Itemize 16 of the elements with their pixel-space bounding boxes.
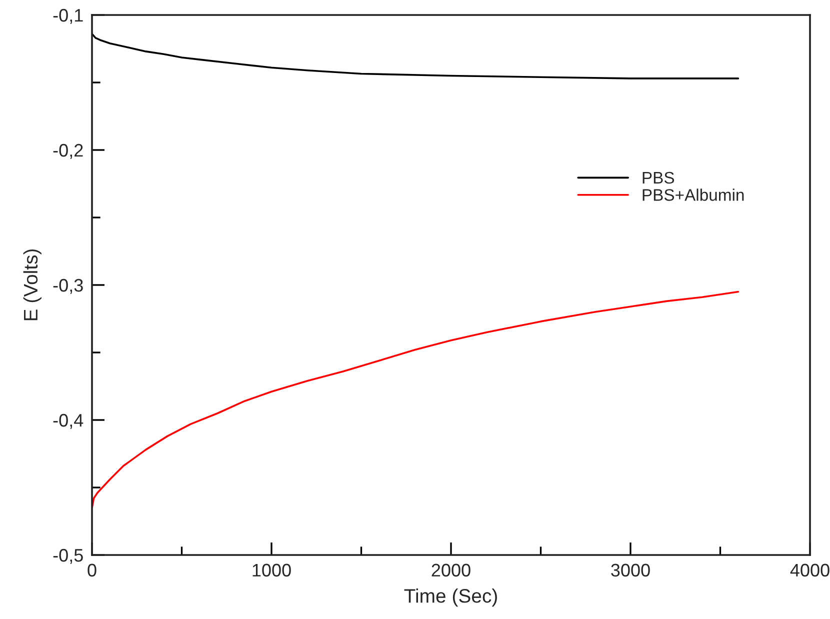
legend-label: PBS+Albumin	[642, 188, 744, 201]
legend-label: PBS	[642, 172, 674, 184]
x-tick-label: 0	[88, 564, 96, 577]
y-tick-label: -0,5	[53, 548, 83, 564]
y-tick-label: -0,3	[53, 278, 83, 294]
x-tick-label: 3000	[611, 564, 650, 577]
x-tick-label: 2000	[432, 564, 470, 577]
x-axis-title: Time (Sec)	[404, 588, 497, 607]
line-series	[92, 32, 740, 80]
y-tick-label: -0,2	[53, 144, 83, 159]
x-tick-label: 1000	[252, 564, 291, 577]
line-series	[92, 290, 740, 509]
y-tick-label: -0,1	[53, 8, 83, 24]
x-tick-label: 4000	[790, 564, 830, 577]
y-axis-title: E (Volts)	[23, 249, 42, 320]
y-tick-label: -0,4	[53, 414, 84, 429]
